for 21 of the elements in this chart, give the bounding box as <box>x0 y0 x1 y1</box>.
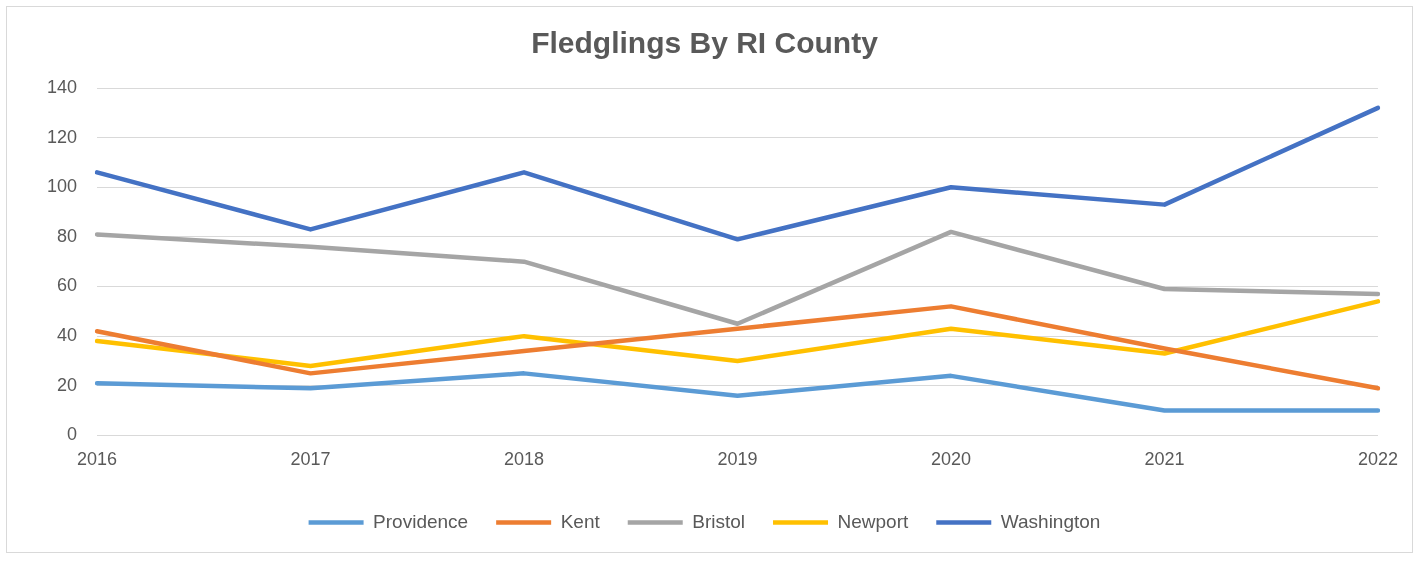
legend-label: Newport <box>837 510 909 532</box>
legend-label: Washington <box>1000 510 1101 532</box>
y-tick-label: 20 <box>57 374 78 395</box>
y-tick-label: 140 <box>46 76 78 97</box>
legend-label: Bristol <box>692 510 746 532</box>
x-tick-label: 2017 <box>290 449 331 470</box>
y-tick-label: 0 <box>67 424 78 445</box>
x-tick-label: 2019 <box>717 449 758 470</box>
x-tick-label: 2020 <box>930 449 972 470</box>
x-tick-label: 2022 <box>1357 449 1398 470</box>
legend-label: Kent <box>560 510 601 532</box>
y-tick-label: 80 <box>57 225 78 246</box>
x-tick-label: 2021 <box>1144 449 1185 470</box>
x-tick-label: 2016 <box>77 449 118 470</box>
x-tick-label: 2018 <box>503 449 545 470</box>
y-tick-label: 60 <box>57 275 78 296</box>
y-tick-label: 120 <box>46 126 78 147</box>
chart-title: Fledglings By RI County <box>531 26 879 60</box>
y-tick-label: 100 <box>46 176 78 197</box>
legend-label: Providence <box>373 510 469 532</box>
y-tick-label: 40 <box>57 325 78 346</box>
